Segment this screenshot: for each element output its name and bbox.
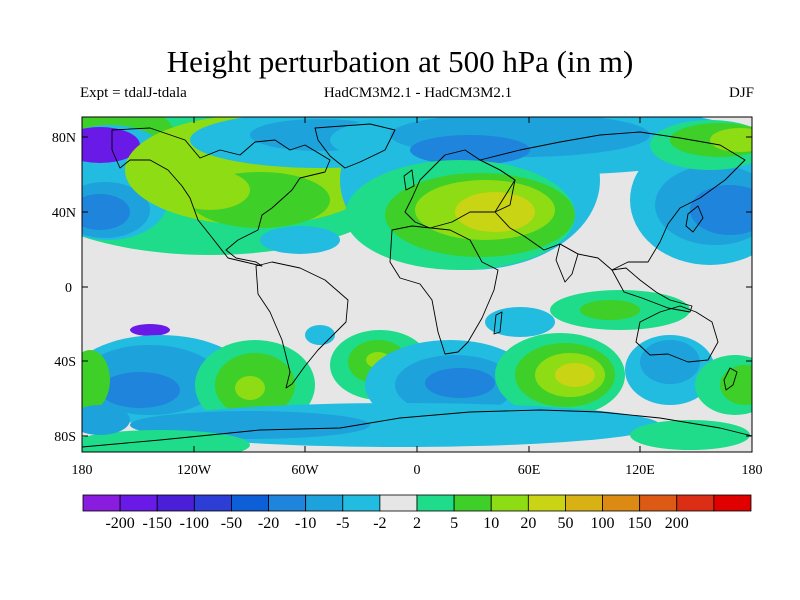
colorbar-label: 100 xyxy=(591,515,615,532)
colorbar-label: -150 xyxy=(143,515,172,532)
y-tick-label: 80S xyxy=(54,430,76,445)
x-tick-label: 120W xyxy=(177,463,212,478)
colorbar-label: 10 xyxy=(483,515,499,532)
x-tick-marks xyxy=(81,117,753,452)
x-tick-label: 120E xyxy=(625,463,655,478)
y-tick-label: 80N xyxy=(52,131,76,146)
y-tick-label: 0 xyxy=(65,281,72,296)
colorbar-swatch xyxy=(676,494,715,512)
y-tick-label: 40N xyxy=(52,206,76,221)
colorbar-swatch xyxy=(268,494,307,512)
x-tick-label: 60E xyxy=(518,463,541,478)
colorbar-label: -2 xyxy=(373,515,386,532)
colorbar-label: 2 xyxy=(413,515,421,532)
colorbar-swatch xyxy=(490,494,529,512)
colorbar-swatch xyxy=(231,494,269,512)
coastlines xyxy=(82,123,752,448)
season-label: DJF xyxy=(728,85,754,101)
colorbar-swatch xyxy=(119,494,158,512)
colorbar-label: 5 xyxy=(450,515,458,532)
colorbar-swatch xyxy=(453,494,492,512)
colorbar-swatch xyxy=(713,494,752,512)
colorbar-swatch xyxy=(342,494,381,512)
model-label: HadCM3M2.1 - HadCM3M2.1 xyxy=(323,85,513,101)
colorbar-swatch xyxy=(156,494,195,512)
colorbar-label: 200 xyxy=(665,515,689,532)
colorbar-swatch xyxy=(565,494,603,512)
y-tick-label: 40S xyxy=(54,355,76,370)
colorbar-label: -50 xyxy=(221,515,242,532)
colorbar-label: -20 xyxy=(258,515,279,532)
colorbar-label: -200 xyxy=(105,515,134,532)
colorbar-swatch xyxy=(639,494,678,512)
colorbar-label: 50 xyxy=(557,515,573,532)
colorbar: -200 -150 -100 -50 -20 -10 -5 -2 2 5 10 20 50 100 150 2… xyxy=(82,494,752,532)
map-title: Height perturbation at 500 hPa (in m) xyxy=(166,44,634,79)
x-tick-label: 60W xyxy=(291,463,319,478)
experiment-label: Expt = tdalJ-tdala xyxy=(80,85,187,101)
colorbar-swatch xyxy=(527,494,566,512)
colorbar-swatch xyxy=(305,494,344,512)
colorbar-swatch xyxy=(379,494,418,512)
south-cells xyxy=(82,290,752,452)
colorbar-swatch xyxy=(82,494,121,512)
colorbar-swatch xyxy=(602,494,641,512)
colorbar-label: -5 xyxy=(336,515,349,532)
colorbar-label: 150 xyxy=(628,515,652,532)
contour-field xyxy=(82,117,752,452)
y-tick-marks xyxy=(82,136,752,437)
colorbar-swatch xyxy=(193,494,232,512)
colorbar-swatch xyxy=(416,494,455,512)
x-tick-label: 0 xyxy=(414,463,421,478)
colorbar-label: -10 xyxy=(295,515,316,532)
x-tick-label: 180 xyxy=(72,463,93,478)
colorbar-label: -100 xyxy=(180,515,209,532)
colorbar-label: 20 xyxy=(520,515,536,532)
north-cells xyxy=(82,117,752,270)
x-tick-label: 180 xyxy=(742,463,763,478)
